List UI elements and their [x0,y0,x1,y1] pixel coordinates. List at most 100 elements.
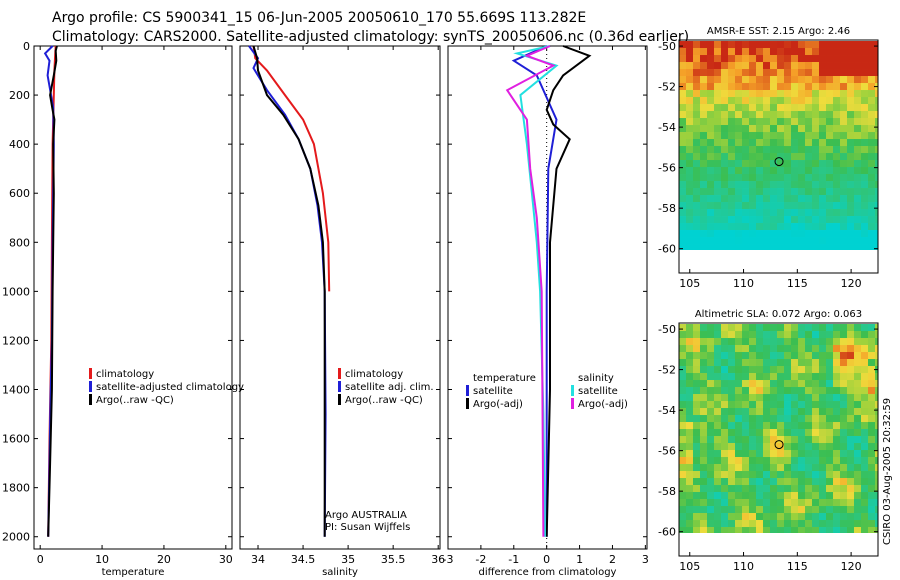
map-cell [721,527,729,533]
map-cell [707,499,715,507]
map-cell [756,118,764,126]
map-cell [833,478,841,486]
salinity-panel: 34 34.5 35 35.5 36salinityclimatologysatelli… [239,45,445,578]
map-cell [847,499,855,507]
map-cell [700,415,708,423]
map-cell [770,499,778,507]
map-cell [763,450,771,458]
map-cell [861,111,869,119]
map-cell [875,146,879,154]
map-cell [833,527,841,533]
legend-swatch [89,394,92,405]
map-cell [826,331,834,339]
map-cell [700,237,708,245]
map-cell [861,48,869,56]
map-cell [875,216,879,224]
map-cell [861,132,869,140]
map-cell [742,153,750,161]
map-cell [735,244,743,250]
map-cell [840,181,848,189]
map-cell [805,401,813,409]
map-cell [791,513,799,521]
map-cell [714,62,722,70]
map-cell [679,174,687,182]
map-cell [735,160,743,168]
map-cell [679,513,687,521]
map-cell [847,527,855,533]
map-cell [861,345,869,353]
x-tick-label: 3 [642,553,649,566]
map-cell [812,153,820,161]
map-cell [693,387,701,395]
map-cell [854,499,862,507]
map-cell [714,359,722,367]
map-cell [679,111,687,119]
map-cell [721,111,729,119]
map-cell [819,513,827,521]
map-cell [777,401,785,409]
map-cell [868,76,876,84]
map-cell [875,167,879,175]
map-cell [854,338,862,346]
map-cell [875,401,879,409]
map-cell [875,520,879,528]
map-cell [861,90,869,98]
map-cell [770,209,778,217]
map-cell [784,415,792,423]
map-cell [791,230,799,238]
map-cell [868,90,876,98]
map-cell [854,111,862,119]
map-cell [854,83,862,91]
map-cell [805,195,813,203]
map-cell [854,380,862,388]
map-cell [798,513,806,521]
x-tick-label: 20 [157,553,171,566]
map-cell [826,167,834,175]
map-cell [756,167,764,175]
map-cell [812,394,820,402]
map-cell [679,153,687,161]
map-cell [861,41,869,49]
map-cell [875,373,879,381]
map-cell [875,345,879,353]
map-cell [770,188,778,196]
map-cell [875,492,879,500]
map-cell [770,48,778,56]
map-cell [714,450,722,458]
map-cell [679,230,687,238]
depth-tick-label: 1600 [2,433,30,446]
map-cell [805,373,813,381]
plot-frame [33,45,233,550]
annotation-text: PI: Susan Wijffels [325,522,410,533]
map-cell [784,237,792,245]
map-cell [693,230,701,238]
map-cell [854,48,862,56]
map-cell [721,387,729,395]
map-cell [707,153,715,161]
map-cell [868,237,876,245]
map-cell [798,485,806,493]
depth-tick-label: 800 [9,236,30,249]
map-cell [854,195,862,203]
map-cell [714,83,722,91]
map-cell [777,62,785,70]
map-cell [812,230,820,238]
map-cell [798,415,806,423]
map-cell [749,139,757,147]
map-cell [826,513,834,521]
map-cell [777,104,785,112]
map-cell [805,244,813,250]
map-cell [721,485,729,493]
map-cell [812,55,820,63]
map-cell [784,408,792,416]
map-cell [847,359,855,367]
map-cell [784,520,792,528]
map-cell [798,464,806,472]
map-cell [749,244,757,250]
map-frame [678,39,879,274]
map-cell [819,338,827,346]
map-lat-label: -54 [658,404,676,417]
map-cell [861,83,869,91]
map-cell [833,174,841,182]
map-cell [840,118,848,126]
